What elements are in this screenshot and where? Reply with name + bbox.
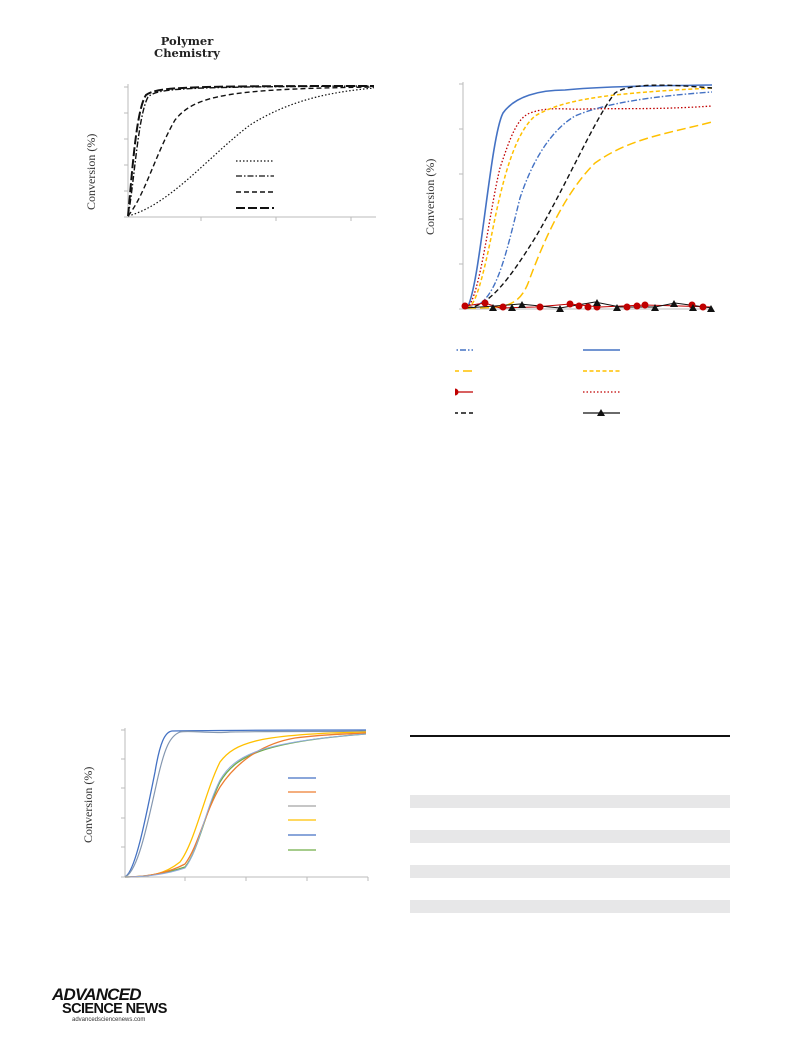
table-row — [410, 829, 730, 843]
fig1-series-dotted — [127, 87, 375, 217]
fig2-legend-red-marker — [455, 388, 459, 396]
fig2-series-red-dotted — [466, 105, 713, 309]
figure-1-plot — [124, 84, 376, 221]
fig1-legend — [236, 160, 274, 209]
fig2-red-markers — [461, 299, 707, 311]
logo-url: advancedsciencenews.com — [72, 1017, 146, 1023]
fig2-series-blue-dashdot — [466, 91, 713, 309]
journal-title: Polymer Chemistry — [154, 34, 220, 60]
fig3-series-grey — [124, 730, 367, 878]
logo-line-2: SCIENCE NEWS — [62, 1001, 167, 1017]
fig3-series-blue-2 — [124, 733, 367, 878]
fig2-series-blue-solid — [466, 84, 713, 309]
table-header-space — [410, 737, 730, 795]
fig2-black-markers — [489, 299, 715, 312]
fig2-legend — [455, 349, 620, 416]
fig3-y-ticks — [121, 729, 125, 878]
fig1-series-dashed — [127, 86, 375, 217]
data-table — [410, 735, 730, 913]
table-row — [410, 864, 730, 878]
fig1-series-longdash — [127, 85, 375, 217]
table-row — [410, 794, 730, 808]
fig3-series-orange — [124, 732, 367, 878]
fig1-y-ticks — [124, 86, 128, 218]
fig2-series-orange-shortdash — [466, 87, 713, 309]
fig3-series-green — [124, 733, 367, 878]
fig1-series-dashdot — [127, 85, 375, 217]
fig3-series-blue-1 — [124, 729, 367, 878]
logo-line-1: ADVANCED — [52, 985, 141, 1004]
publisher-logo: ADVANCED SCIENCE NEWS advancedsciencenew… — [52, 985, 182, 1024]
fig3-x-ticks — [184, 877, 369, 881]
fig2-y-axis-label: Conversion (%) — [423, 158, 437, 235]
fig2-legend-black-marker — [597, 409, 605, 416]
fig1-y-axis-label: Conversion (%) — [84, 133, 98, 210]
fig3-series-yellow — [124, 731, 367, 878]
fig1-x-ticks — [200, 217, 352, 221]
fig2-series-black-dashed — [466, 84, 713, 309]
table-top-rule — [410, 735, 730, 737]
figure-2-plot — [455, 82, 715, 416]
fig2-y-ticks — [459, 83, 463, 310]
fig2-series-orange-longdash — [466, 121, 713, 309]
table-row — [410, 899, 730, 913]
fig3-legend — [288, 777, 316, 851]
fig3-y-axis-label: Conversion (%) — [81, 766, 95, 843]
figure-3-plot — [121, 728, 369, 881]
